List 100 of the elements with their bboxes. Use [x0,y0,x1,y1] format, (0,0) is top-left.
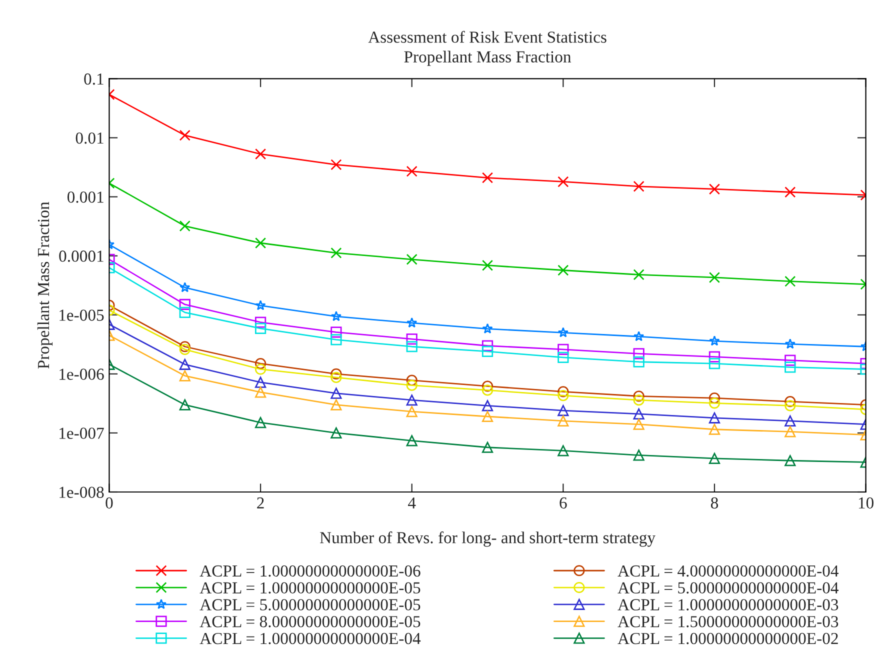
point [406,341,418,352]
point [708,272,720,284]
y-tick-label: 1e-005 [60,310,104,321]
point [558,327,568,338]
point [633,180,644,192]
point [254,376,266,388]
point [708,392,720,404]
legend-label: ACPL = 1.50000000000000E-03 [618,616,838,628]
point [406,435,418,446]
x-tick-label: 8 [710,497,718,509]
legend-label: ACPL = 5.00000000000000E-05 [200,599,420,610]
legend-label: ACPL = 5.00000000000000E-04 [618,582,839,594]
point [633,356,644,368]
x-tick-label: 0 [106,497,113,509]
point [179,306,190,318]
y-tick-label: 1e-006 [60,368,104,380]
point [708,424,720,435]
legend-label: ACPL = 1.00000000000000E-06 [200,565,420,577]
point [179,399,190,410]
point [254,316,266,328]
point [784,362,796,373]
point [558,415,569,426]
point [633,418,644,430]
point [558,264,569,276]
x-tick-label: 4 [408,497,416,508]
point [255,300,266,310]
x-tick-label: 6 [560,497,567,509]
legend-label: ACPL = 1.00000000000000E-04 [200,632,421,644]
point [482,346,494,358]
point [254,417,266,428]
point [482,410,494,422]
legend-label: ACPL = 4.00000000000000E-04 [618,565,839,577]
point [179,341,190,352]
point [558,445,569,456]
point [406,374,418,386]
point [558,390,569,402]
point [330,334,342,346]
point [784,186,796,198]
point [254,237,266,249]
point [633,394,644,406]
point [254,358,266,370]
point [482,323,493,334]
point [784,396,796,408]
y-tick-label: 1e-007 [60,428,104,439]
point [708,398,720,409]
point [784,415,796,426]
legend-label: ACPL = 1.00000000000000E-02 [618,632,838,644]
point [558,352,569,364]
point [179,344,190,355]
point [330,326,342,338]
point [179,220,190,232]
point [634,330,644,342]
point [254,364,266,375]
point [482,384,494,396]
point [558,176,569,188]
point [330,247,342,258]
point [254,322,266,334]
chart-title: Assessment of Risk Event Statistics [368,30,606,43]
point [482,260,494,271]
point [784,400,796,412]
point [406,166,418,177]
point [330,388,342,399]
point [482,340,494,352]
y-axis-title: Propellant Mass Fraction [37,202,53,369]
point [406,406,418,418]
legend-label: ACPL = 1.00000000000000E-03 [618,599,838,610]
y-tick-label: 0.1 [84,73,104,85]
point [254,386,266,398]
y-tick-label: 0.01 [76,132,104,144]
x-axis-title: Number of Revs. for long- and short-term strategy [320,531,656,547]
point [406,394,418,406]
point [708,351,720,362]
point [330,310,342,322]
point [179,130,190,141]
point [482,442,494,453]
point [482,380,494,392]
point [633,450,644,461]
point [254,148,266,160]
point [784,426,796,438]
point [784,354,796,366]
point [708,452,720,464]
y-tick-label: 1e-008 [60,486,104,498]
legend-label: ACPL = 8.00000000000000E-05 [200,616,420,628]
y-tick-label: 0.0001 [59,250,104,262]
point [330,372,342,384]
point [406,254,418,265]
point [784,455,796,466]
point [633,390,644,402]
point [179,358,190,370]
point [633,348,644,360]
x-tick-label: 2 [257,497,264,508]
point [558,344,569,355]
point [406,317,418,328]
y-tick-label: 0.001 [68,192,104,203]
point [482,172,494,184]
legend-label: ACPL = 1.00000000000000E-05 [200,582,420,594]
point [708,412,720,424]
point [633,269,644,280]
point [708,184,720,195]
point [330,399,342,410]
